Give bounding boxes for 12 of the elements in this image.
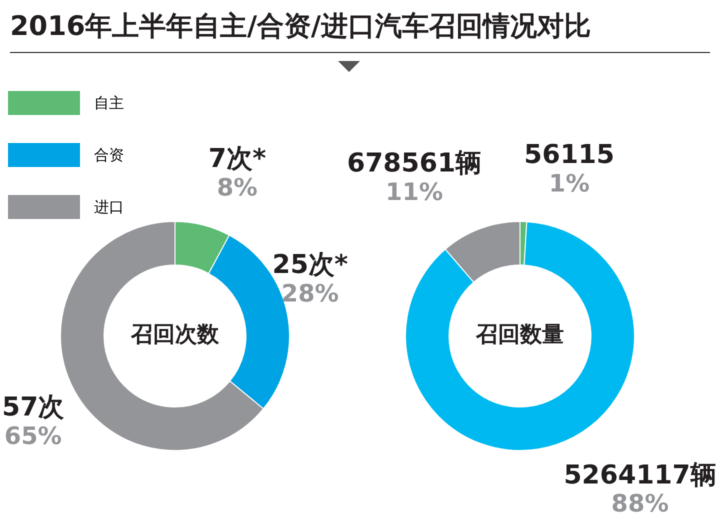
text: 召回次数 xyxy=(130,322,220,348)
data-label: 57次 65% xyxy=(2,392,66,450)
legend-label: 进口 xyxy=(94,198,124,216)
data-label: 7次* 8% xyxy=(208,144,266,202)
legend-label: 合资 xyxy=(94,146,124,164)
data-label: 5264117辆 88% xyxy=(564,460,716,518)
text: 召回数量 xyxy=(475,322,564,348)
legend-label: 自主 xyxy=(94,94,124,112)
data-label: 56115 1% xyxy=(524,140,614,198)
data-label: 678561辆 11% xyxy=(347,148,482,206)
data-label: 25次* 28% xyxy=(272,250,348,308)
chart-title: 2016年上半年自主/合资/进口汽车召回情况对比 xyxy=(10,8,710,53)
